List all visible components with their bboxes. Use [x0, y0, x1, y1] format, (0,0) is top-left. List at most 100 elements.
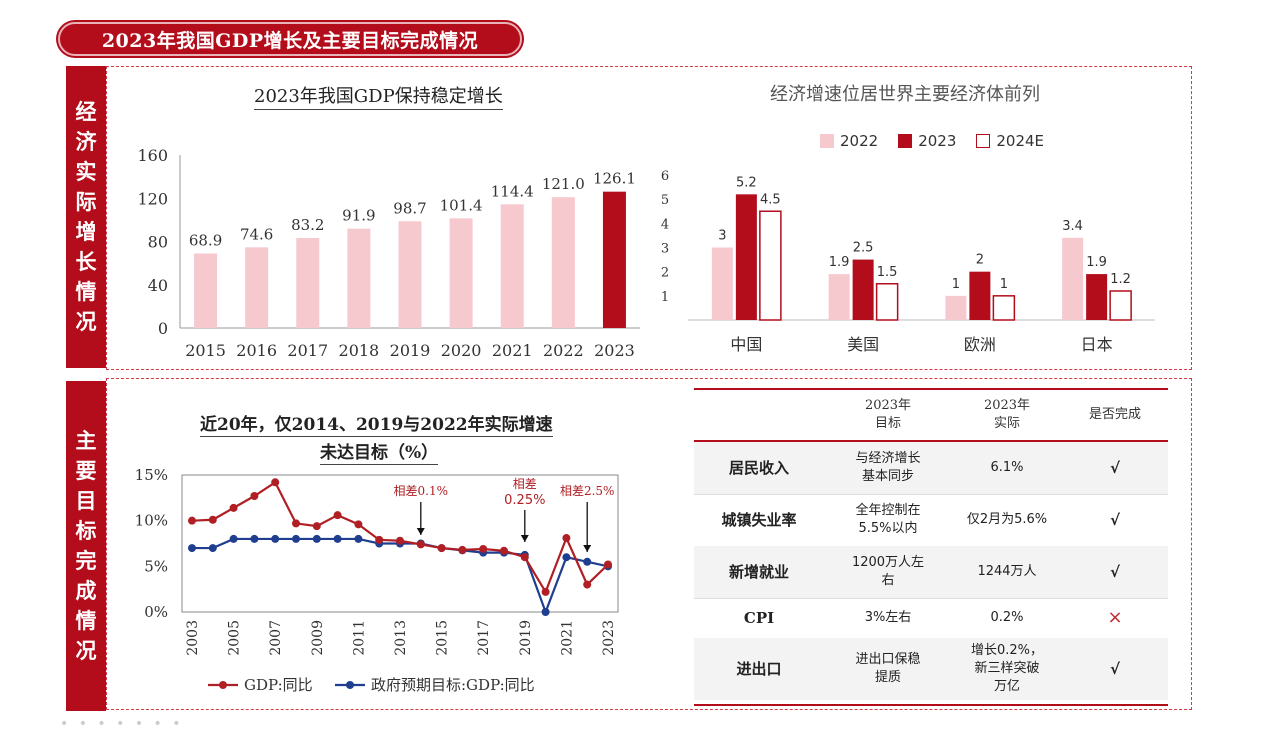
y-tick-label: 1 — [661, 290, 669, 305]
gdp-yoy-point — [208, 515, 217, 524]
gdp-yoy-point — [458, 545, 467, 554]
gdp-chart-title: 2023年我国GDP保持稳定增长 — [254, 82, 503, 110]
table-header-actual-line1: 2023年 — [983, 398, 1031, 413]
y-tick-label: 5 — [661, 193, 669, 208]
growth-bar-2024e — [1109, 290, 1132, 321]
table-cell-target-line: 进出口保稳 — [855, 652, 921, 667]
gdp-bar-value-label: 114.4 — [491, 182, 534, 200]
x-tick-label: 中国 — [730, 335, 762, 354]
gdp-yoy-point — [271, 478, 280, 487]
table-cell-target: 与经济增长 基本同步 — [824, 450, 952, 486]
x-tick-label: 2017 — [287, 341, 328, 360]
table-cell-target: 全年控制在 5.5%以内 — [824, 502, 952, 538]
gdp-bar-value-label: 68.9 — [189, 232, 222, 250]
table-header-done: 是否完成 — [1088, 407, 1141, 422]
table-row: 进出口 进出口保稳 提质 增长0.2%， 新三样突破 万亿 √ — [694, 638, 1168, 700]
table-cell-item: 进出口 — [736, 660, 782, 678]
table-cell-item: 居民收入 — [728, 459, 789, 477]
side-label-char: 经 — [75, 99, 97, 124]
growth-bar-2023 — [735, 194, 757, 320]
table-cell-actual-line: 6.1% — [990, 460, 1024, 475]
legend-item-2024e: 2024E — [976, 132, 1044, 150]
growth-bar-value-label: 1 — [1000, 277, 1008, 292]
gdp-yoy-point — [541, 587, 550, 596]
y-tick-label: 4 — [661, 217, 669, 232]
side-label-char: 成 — [75, 578, 97, 603]
legend-marker — [346, 681, 354, 689]
x-tick-label: 2022 — [543, 341, 584, 360]
world-growth-legend: 2022 2023 2024E — [820, 132, 1056, 150]
gdp-yoy-point — [375, 535, 384, 544]
x-tick-label: 2019 — [390, 341, 431, 360]
gdp-yoy-point — [292, 519, 300, 528]
growth-bar-2022 — [828, 274, 850, 320]
side-label-char: 增 — [75, 219, 97, 244]
gdp-bar — [296, 238, 320, 328]
table-row: 城镇失业率 全年控制在 5.5%以内 仅2月为5.6% √ — [694, 494, 1168, 546]
x-tick-label: 2007 — [268, 620, 284, 656]
bottom-section-border — [106, 378, 1192, 710]
gdp-bar-value-label: 126.1 — [593, 170, 636, 188]
table-bottom-rule — [694, 704, 1168, 706]
growth-bar-value-label: 1 — [952, 277, 960, 292]
table-header-rule — [694, 440, 1168, 442]
gdp-yoy-point — [333, 511, 342, 520]
y-tick-label: 2 — [661, 266, 669, 281]
gdp-bar-value-label: 121.0 — [542, 175, 585, 193]
gdp-bar-value-label: 74.6 — [240, 225, 273, 243]
x-tick-label: 2015 — [435, 620, 451, 656]
gdp-target-point — [583, 557, 592, 566]
table-cell-actual: 增长0.2%， 新三样突破 万亿 — [952, 642, 1062, 696]
gdp-target-point — [229, 534, 238, 543]
table-cell-target-line: 基本同步 — [861, 469, 914, 484]
y-tick-label: 80 — [148, 233, 168, 252]
gdp-bar-chart: 0 40 80 120 160 68.9 2015 74.6 2016 83.2 2017 91.9 2… — [137, 146, 640, 360]
world-growth-bar-chart: 12345635.24.5中国1.92.51.5美国121欧洲3.41.91.2… — [661, 169, 1155, 354]
x-tick-label: 2021 — [559, 620, 575, 656]
gdp-target-point — [208, 544, 217, 553]
table-header-actual-line2: 实际 — [993, 416, 1020, 431]
gdp-target-line-chart: 0% 5% 10% 15% 2003 2005 2007 2009 2011 2013 2015 20… — [135, 466, 619, 694]
growth-bar-2023 — [852, 259, 874, 320]
gdp-bar — [194, 253, 218, 328]
table-row-divider — [694, 494, 1168, 495]
x-tick-label: 2018 — [339, 341, 380, 360]
growth-bar-value-label: 1.9 — [1086, 255, 1107, 270]
gdp-bar-value-label: 98.7 — [393, 199, 426, 217]
gdp-target-point — [541, 608, 550, 616]
gdp-target-point — [333, 534, 342, 543]
table-header-row: 2023年 目标 2023年 实际 是否完成 — [694, 392, 1168, 438]
y-tick-label: 15% — [135, 466, 168, 484]
y-tick-label: 10% — [135, 512, 168, 530]
side-label-economic-growth: 经济实际增长情况 — [66, 66, 106, 368]
y-tick-label: 5% — [144, 557, 168, 575]
table-cell-actual: 1244万人 — [952, 563, 1062, 581]
legend-marker — [219, 681, 227, 689]
table-top-rule — [694, 388, 1168, 390]
gdp-target-point — [562, 553, 571, 562]
table-cell-actual-line: 万亿 — [993, 679, 1020, 694]
world-growth-chart-title: 经济增速位居世界主要经济体前列 — [770, 84, 1040, 105]
annotation-label: 相差 — [513, 477, 537, 491]
line-chart-title-line2: 未达目标（%） — [320, 438, 439, 465]
side-label-char: 济 — [75, 129, 97, 154]
table-cell-target-line: 1200万人左 — [851, 555, 925, 570]
gdp-yoy-point — [500, 546, 508, 555]
y-tick-label: 160 — [137, 146, 168, 165]
growth-bar-value-label: 1.2 — [1110, 272, 1131, 287]
gdp-yoy-point — [250, 492, 259, 501]
gdp-yoy-point — [416, 540, 425, 549]
y-tick-label: 3 — [661, 242, 669, 257]
side-label-main-targets: 主要目标完成情况 — [66, 381, 106, 711]
table-cell-actual: 0.2% — [952, 609, 1062, 627]
gdp-target-point — [312, 534, 321, 543]
gdp-target-point — [271, 534, 280, 543]
gdp-bar — [449, 218, 473, 328]
x-tick-label: 2020 — [441, 341, 482, 360]
table-cell-actual-line: 新三样突破 — [974, 661, 1040, 676]
growth-bar-2024e — [875, 283, 899, 321]
table-header-target-line2: 目标 — [874, 416, 901, 431]
growth-bar-2023 — [1086, 274, 1108, 320]
table-row: 新增就业 1200万人左右 1244万人 √ — [694, 546, 1168, 598]
annotation-label: 相差0.1% — [394, 484, 449, 498]
